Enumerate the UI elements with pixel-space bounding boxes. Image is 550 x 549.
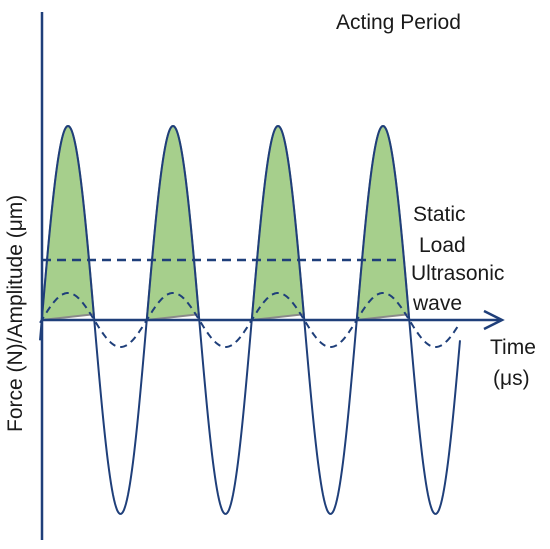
static-load-label-line2: Load bbox=[419, 234, 466, 257]
static-load-label-line1: Static bbox=[413, 203, 466, 226]
time-axis-label-line1: Time bbox=[490, 336, 536, 359]
ultrasonic-wave-label-line1: Ultrasonic bbox=[411, 262, 504, 285]
ultrasonic-wave-curve bbox=[39, 124, 461, 515]
acting-period-label: Acting Period bbox=[336, 11, 461, 34]
time-axis-label-line2: (μs) bbox=[493, 367, 530, 390]
small-amplitude-wave bbox=[39, 292, 461, 348]
x-axis-arrow-icon bbox=[483, 309, 505, 331]
ultrasonic-wave-label-line2: wave bbox=[412, 292, 462, 315]
acting-period-regions bbox=[40, 124, 410, 322]
y-axis-label: Force (N)/Amplitude (μm) bbox=[4, 195, 27, 432]
